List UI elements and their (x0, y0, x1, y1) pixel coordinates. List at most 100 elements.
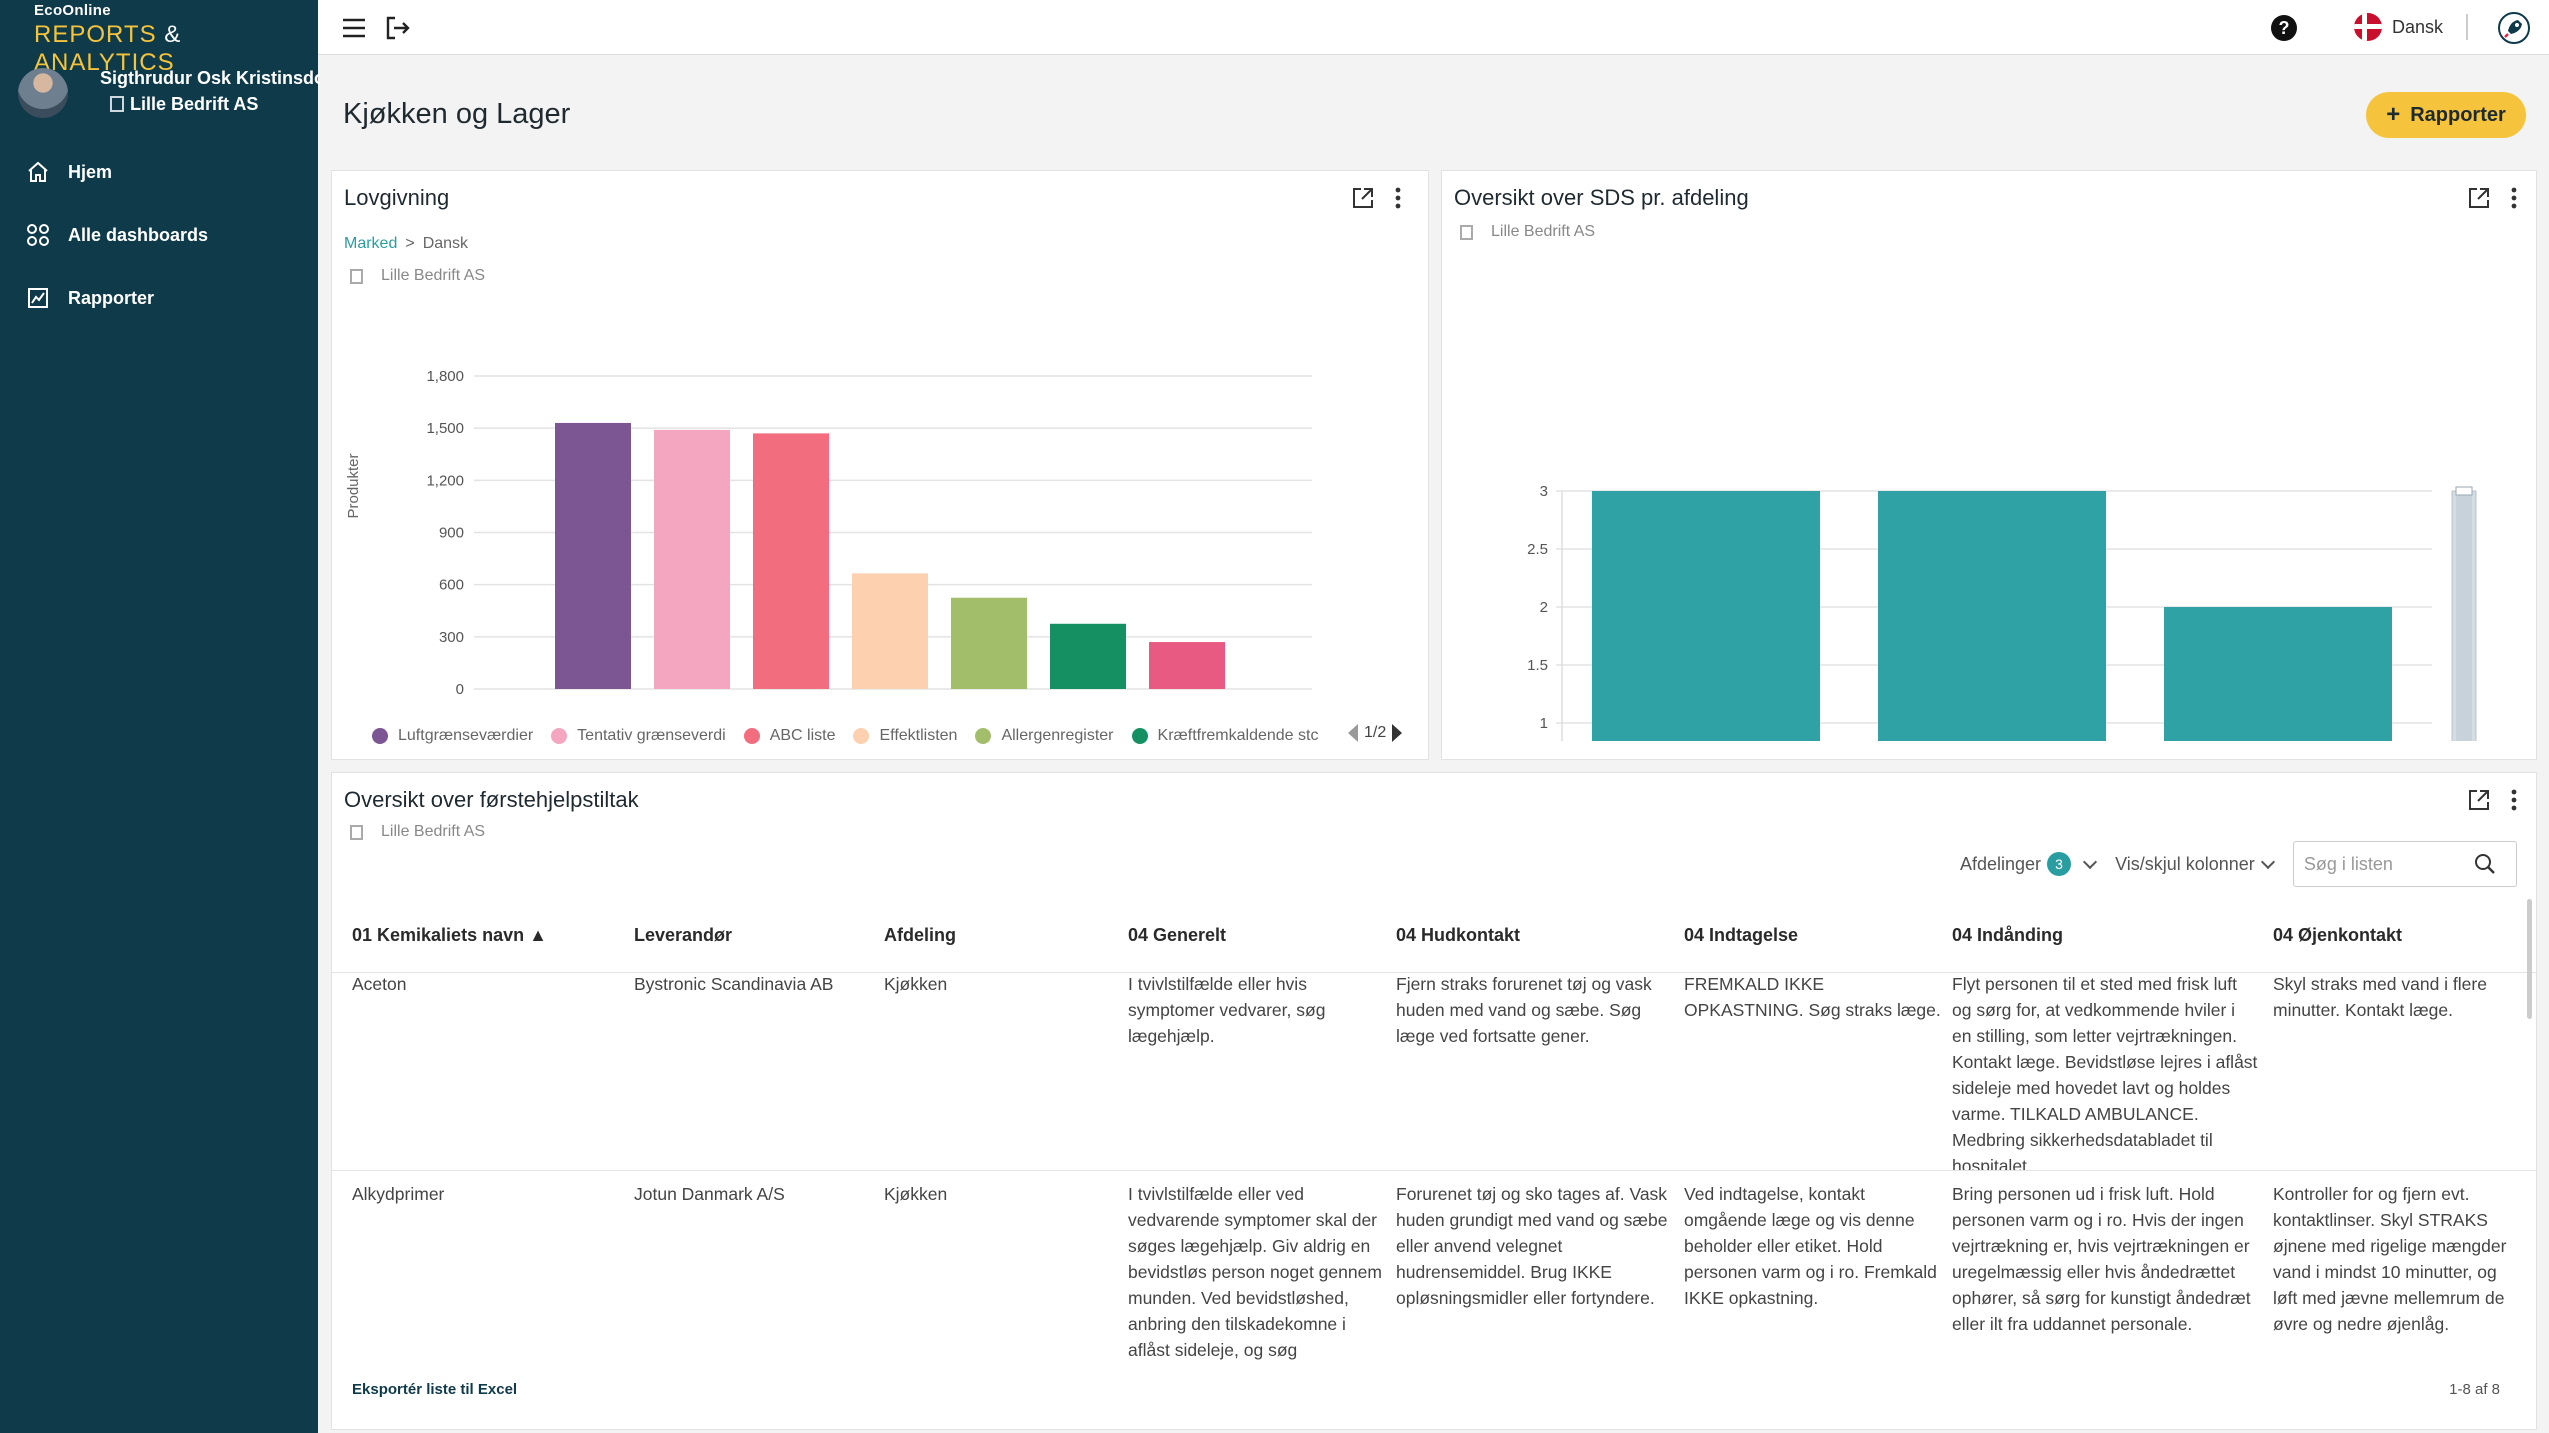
open-external-icon[interactable] (2466, 787, 2492, 813)
legend-pager: 1/2 (1348, 724, 1403, 742)
column-header-ingestion[interactable]: 04 Indtagelse (1684, 925, 1799, 945)
denmark-flag-icon (2354, 13, 2382, 41)
bar[interactable] (951, 597, 1027, 689)
sidebar-item-dashboards[interactable]: Alle dashboards (0, 213, 318, 257)
open-external-icon[interactable] (2466, 185, 2492, 211)
language-label: Dansk (2392, 16, 2444, 37)
plus-icon: + (2386, 101, 2401, 128)
legend-item[interactable]: ABC liste (743, 727, 836, 745)
legend-swatch (372, 728, 388, 744)
divider (2466, 14, 2468, 40)
brand-logo[interactable]: EcoOnline REPORTS & ANALYTICS (34, 2, 318, 77)
legend-item[interactable]: Allergenregister (975, 727, 1114, 745)
breadcrumb-current: Dansk (422, 235, 469, 252)
table-cell: Jotun Danmark A/S (634, 1184, 785, 1204)
table-cell: Aceton (352, 974, 407, 994)
breadcrumb-link[interactable]: Marked (344, 235, 398, 252)
department-filter[interactable]: Afdelinger 3 (1960, 852, 2098, 876)
column-header-skin-contact[interactable]: 04 Hudkontakt (1396, 925, 1521, 945)
sidebar-item-label: Alle dashboards (68, 224, 209, 245)
reports-button[interactable]: + Rapporter (2366, 92, 2526, 138)
sidebar-item-reports[interactable]: Rapporter (0, 276, 318, 320)
help-icon[interactable]: ? (2270, 14, 2298, 42)
table-scrollbar[interactable] (2527, 899, 2532, 1019)
reports-button-label: Rapporter (2410, 103, 2506, 126)
y-tick-label: 900 (439, 525, 464, 542)
table-cell: Kjøkken (884, 974, 948, 994)
search-icon[interactable] (2474, 853, 2496, 875)
legend-next-icon[interactable] (1392, 724, 1403, 742)
search-input[interactable] (2303, 853, 2474, 875)
y-tick-label: 3 (1540, 483, 1548, 500)
column-header-department[interactable]: Afdeling (884, 925, 956, 945)
y-tick-label: 1,800 (426, 368, 464, 385)
table-cell: Skyl straks med vand i flere minutter. K… (2273, 974, 2487, 1020)
bar[interactable] (1592, 491, 1820, 741)
column-header-supplier[interactable]: Leverandør (634, 925, 733, 945)
legend-item[interactable]: Effektlisten (853, 727, 957, 745)
bar[interactable] (1050, 623, 1126, 689)
column-header-inhalation[interactable]: 04 Indånding (1952, 925, 2064, 945)
logout-icon[interactable] (384, 14, 412, 42)
filter-count-badge: 3 (2047, 852, 2072, 876)
card-title: Lovgivning (344, 185, 450, 210)
legend-swatch (551, 728, 568, 744)
table-cell: Bystronic Scandinavia AB (634, 974, 834, 994)
legend-item[interactable]: Kræftfremkaldende stc (1131, 727, 1326, 745)
language-selector[interactable]: Dansk (2354, 12, 2443, 42)
user-profile[interactable]: Sigthrudur Osk Kristinsdot... Lille Bedr… (18, 66, 320, 122)
brand-reports: REPORTS (34, 21, 157, 48)
table-cell: Kontroller for og fjern evt. kontaktlins… (2273, 1184, 2507, 1334)
legend-prev-icon[interactable] (1348, 724, 1358, 742)
bar[interactable] (852, 573, 928, 689)
user-name: Sigthrudur Osk Kristinsdot... (100, 68, 320, 88)
avatar[interactable] (18, 68, 68, 118)
legend-item[interactable]: Tentativ grænseverdi (551, 727, 726, 745)
legend-label: Kræftfremkaldende stc (1157, 727, 1319, 744)
y-tick-label: 2.5 (1527, 541, 1548, 558)
bar[interactable] (753, 433, 829, 689)
export-excel-link[interactable]: Eksportér liste til Excel (352, 1381, 518, 1398)
card-tools (1350, 185, 1404, 211)
table-header: 01 Kemikaliets navn ▲ Leverandør Afdelin… (332, 903, 2536, 973)
column-toggle[interactable]: Vis/skjul kolonner (2115, 853, 2275, 875)
legend-item[interactable]: Luftgrænseværdier (372, 727, 533, 745)
more-icon[interactable] (1392, 185, 1404, 211)
bar[interactable] (1878, 491, 2106, 741)
more-icon[interactable] (2508, 787, 2520, 813)
bar[interactable] (1149, 642, 1225, 689)
lovgivning-card: Lovgivning Marked > Dansk Lille Bedrift AS… (331, 170, 1429, 760)
open-external-icon[interactable] (1350, 185, 1376, 211)
card-company: Lille Bedrift AS (1460, 223, 1595, 241)
menu-icon[interactable] (340, 14, 368, 42)
breadcrumb: Marked > Dansk (344, 235, 468, 253)
column-header-general[interactable]: 04 Generelt (1128, 925, 1227, 945)
y-tick-label: 1,500 (426, 420, 464, 437)
y-tick-label: 1 (1540, 715, 1548, 732)
sidebar-item-home[interactable]: Hjem (0, 150, 318, 194)
column-header-chemical-name[interactable]: 01 Kemikaliets navn ▲ (352, 925, 547, 945)
table-controls: Afdelinger 3 Vis/skjul kolonner (1960, 841, 2517, 887)
more-icon[interactable] (2508, 185, 2520, 211)
bar[interactable] (2164, 607, 2392, 741)
rocket-icon[interactable] (2498, 12, 2530, 44)
table-row[interactable]: Aceton Bystronic Scandinavia AB Kjøkken … (332, 961, 2536, 1171)
sds-per-department-card: Oversikt over SDS pr. afdeling Lille Bed… (1441, 170, 2537, 760)
vertical-zoom-slider[interactable] (2451, 486, 2477, 741)
legend-swatch (853, 728, 870, 744)
column-header-eye-contact[interactable]: 04 Øjenkontakt (2273, 925, 2403, 945)
bar[interactable] (555, 422, 631, 689)
building-icon (350, 268, 363, 284)
legend-swatch (975, 728, 992, 744)
home-icon (28, 161, 48, 182)
legend-label: ABC liste (769, 727, 836, 744)
department-filter-label: Afdelinger (1960, 853, 2042, 874)
bar[interactable] (654, 429, 730, 689)
lovgivning-bar-chart: 0 300 600 900 1,200 1,500 1,800 Produkter (345, 368, 1312, 698)
card-tools (2466, 787, 2520, 813)
card-company-label: Lille Bedrift AS (1491, 223, 1596, 240)
table-cell: I tvivlstilfælde eller ved vedvarende sy… (1128, 1184, 1382, 1367)
building-icon (110, 96, 124, 112)
table-row[interactable]: Alkydprimer Jotun Danmark A/S Kjøkken I … (332, 1171, 2536, 1367)
column-toggle-label: Vis/skjul kolonner (2115, 853, 2255, 874)
